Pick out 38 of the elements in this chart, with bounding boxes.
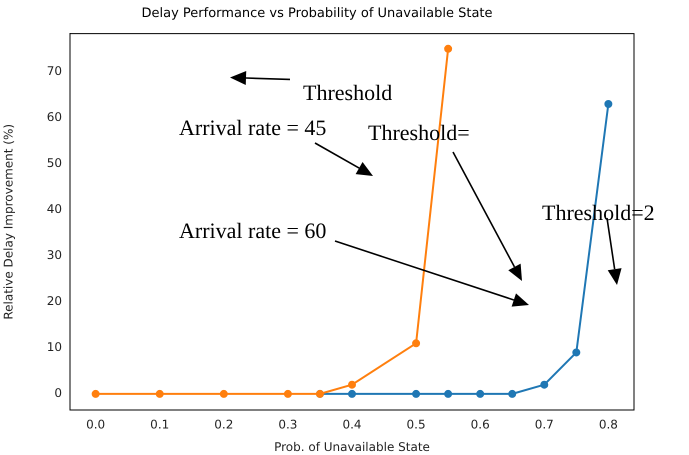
x-tick-label: 0.1 (150, 417, 170, 432)
chart-title: Delay Performance vs Probability of Unavailable State (141, 6, 493, 22)
point (348, 380, 356, 389)
point (412, 390, 420, 398)
point (348, 390, 356, 398)
y-axis-title: Relative Delay Improvement (%) (1, 124, 16, 320)
point (476, 390, 484, 398)
point (540, 380, 548, 389)
x-tick-label: 0.0 (86, 417, 106, 432)
x-tick-label: 0.7 (534, 417, 554, 432)
annotation: Arrival rate = 45 (179, 115, 326, 140)
point (412, 339, 420, 348)
point (284, 390, 292, 398)
y-tick-label: 10 (46, 340, 62, 354)
x-tick-label: 0.8 (598, 417, 618, 432)
x-tick-label: 0.6 (470, 417, 490, 432)
point (156, 390, 164, 398)
point (92, 390, 100, 398)
y-tick-label: 40 (46, 202, 62, 216)
y-tick-label: 60 (46, 110, 62, 124)
y-tick-label: 20 (46, 294, 62, 308)
x-tick-label: 0.2 (214, 417, 234, 432)
y-tick-label: 50 (46, 156, 62, 170)
x-tick-label: 0.5 (406, 417, 426, 432)
x-axis-title: Prob. of Unavailable State (274, 440, 430, 454)
annotation: Threshold (303, 80, 392, 105)
x-tick-label: 0.3 (278, 417, 298, 432)
annotation: Arrival rate = 60 (179, 218, 326, 243)
x-tick-label: 0.4 (342, 417, 362, 432)
point (604, 100, 612, 108)
point (444, 390, 452, 398)
y-tick-label: 0 (54, 386, 62, 400)
y-tick-label: 30 (46, 248, 62, 262)
point (220, 390, 228, 398)
point (508, 390, 516, 398)
point (444, 44, 452, 53)
point (572, 348, 580, 356)
y-tick-label: 70 (46, 64, 62, 78)
